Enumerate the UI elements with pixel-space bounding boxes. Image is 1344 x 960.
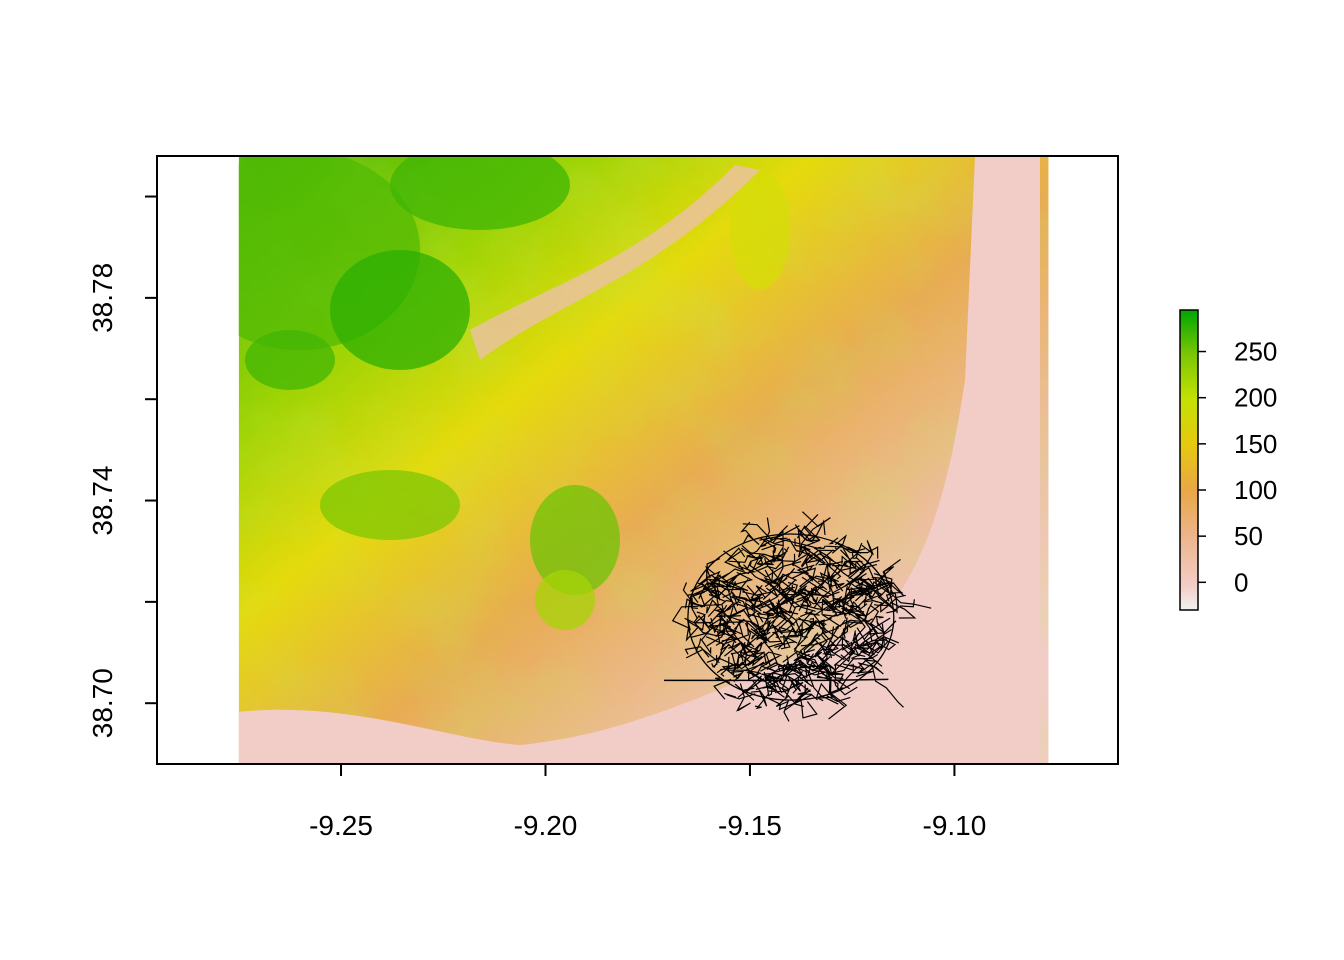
hill-region: [390, 156, 570, 230]
hill-region: [245, 330, 335, 390]
y-tick-label: 38.70: [87, 668, 118, 738]
legend-tick-label: 50: [1234, 521, 1263, 551]
legend-tick-label: 250: [1234, 337, 1277, 367]
elevation-legend: 0 50 100 150 200 250: [1179, 309, 1277, 611]
legend-tick-label: 150: [1234, 429, 1277, 459]
hill-region: [730, 170, 790, 290]
hill-region: [330, 250, 470, 370]
road-network-overlay: [664, 511, 932, 722]
x-tick-label: -9.10: [923, 810, 987, 841]
low-elevation-region: [238, 156, 1040, 764]
elevation-raster: [238, 156, 1049, 764]
road-ring: [687, 533, 895, 701]
legend-tick-label: 0: [1234, 567, 1248, 597]
hill-region: [320, 470, 460, 540]
y-tick-label: 38.78: [87, 263, 118, 333]
valley-region: [470, 165, 760, 360]
legend-colorbar: [1179, 309, 1199, 611]
x-tick-label: -9.25: [309, 810, 373, 841]
road-main: [664, 678, 889, 682]
legend-tick-label: 200: [1234, 383, 1277, 413]
y-axis: 38.70 38.74 38.78: [87, 195, 157, 738]
road-segments: [671, 511, 932, 722]
hill-region: [535, 570, 595, 630]
x-tick-label: -9.20: [514, 810, 578, 841]
legend-tick-label: 100: [1234, 475, 1277, 505]
x-tick-label: -9.15: [718, 810, 782, 841]
y-tick-label: 38.74: [87, 465, 118, 535]
x-axis: -9.25 -9.20 -9.15 -9.10: [309, 763, 987, 841]
hill-region: [530, 485, 620, 595]
